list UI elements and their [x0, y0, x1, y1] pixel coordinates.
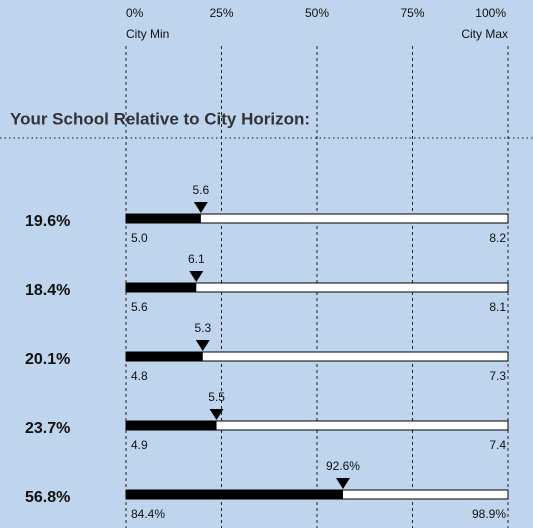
school-marker	[189, 271, 204, 282]
city-max: 7.3	[489, 369, 506, 383]
school-marker	[209, 409, 224, 420]
school-value: 5.3	[194, 321, 211, 335]
school-value: 6.1	[188, 252, 205, 266]
x-tick-label: 25%	[209, 6, 233, 20]
school-value: 5.5	[208, 390, 225, 404]
school-marker	[195, 340, 210, 351]
bar	[126, 490, 343, 499]
value-label: 56.8%	[25, 489, 70, 506]
value-label: 20.1%	[25, 351, 70, 368]
city-min-label: City Min	[126, 27, 169, 41]
city-max: 8.1	[489, 300, 506, 314]
x-tick-label: 0%	[126, 6, 144, 20]
city-min: 84.4%	[131, 507, 165, 521]
city-max: 8.2	[489, 231, 506, 245]
school-marker	[193, 202, 208, 213]
bar	[126, 352, 203, 361]
school-value: 5.6	[193, 183, 210, 197]
city-max: 98.9%	[472, 507, 506, 521]
bar	[126, 214, 201, 223]
school-marker	[335, 478, 350, 489]
x-tick-label: 50%	[305, 6, 329, 20]
x-tick-label: 100%	[475, 6, 506, 20]
chart-title: Your School Relative to City Horizon:	[10, 109, 310, 128]
city-max: 7.4	[489, 438, 506, 452]
value-label: 18.4%	[25, 282, 70, 299]
city-min: 4.8	[131, 369, 148, 383]
value-label: 19.6%	[25, 213, 70, 230]
city-min: 4.9	[131, 438, 148, 452]
bar	[126, 283, 197, 292]
city-min: 5.6	[131, 300, 148, 314]
city-max-label: City Max	[461, 27, 508, 41]
value-label: 23.7%	[25, 420, 70, 437]
school-value: 92.6%	[326, 459, 360, 473]
x-tick-label: 75%	[400, 6, 424, 20]
city-min: 5.0	[131, 231, 148, 245]
bar	[126, 421, 217, 430]
